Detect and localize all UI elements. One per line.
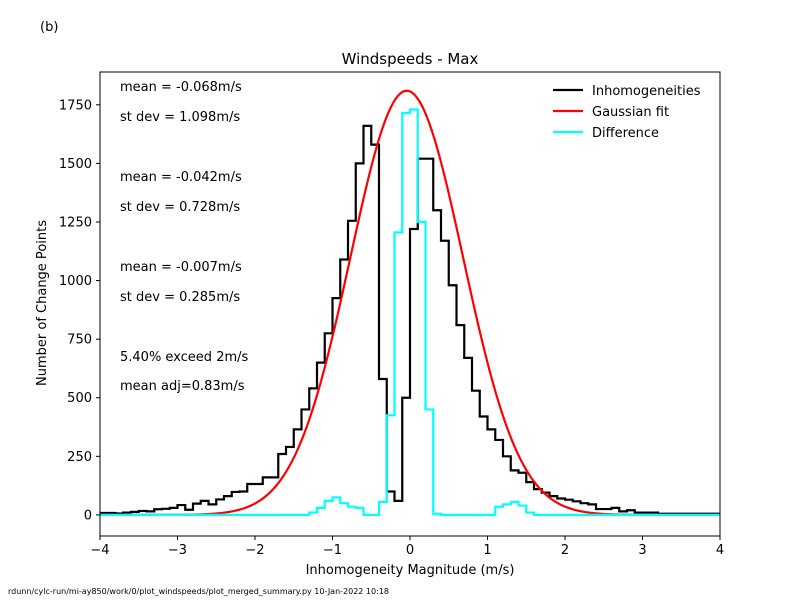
y-tick-label: 1000 bbox=[59, 274, 92, 289]
x-tick-label: 2 bbox=[561, 543, 569, 558]
chart-title: Windspeeds - Max bbox=[342, 50, 479, 68]
x-tick-label: −4 bbox=[90, 543, 109, 558]
y-tick-label: 500 bbox=[67, 391, 92, 406]
series-line-difference bbox=[100, 108, 720, 517]
y-tick-label: 1500 bbox=[59, 157, 92, 172]
x-tick-label: 3 bbox=[638, 543, 646, 558]
y-tick-label: 250 bbox=[67, 450, 92, 465]
y-axis-label: Number of Change Points bbox=[35, 220, 50, 386]
stats-annotation: st dev = 0.285m/s bbox=[120, 290, 240, 305]
plot-area: −4 −3 −2 −1 0 1 2 3 4 0 250 500 750 1000 1250 1500 1750 bbox=[59, 71, 724, 558]
x-tick-label: −3 bbox=[168, 543, 187, 558]
legend-label: Inhomogeneities bbox=[592, 84, 701, 99]
y-tick-label: 1750 bbox=[59, 98, 92, 113]
stats-annotations: mean = -0.068m/s st dev = 1.098m/s mean = … bbox=[120, 80, 249, 394]
stats-annotation: st dev = 1.098m/s bbox=[120, 110, 240, 125]
x-axis-label: Inhomogeneity Magnitude (m/s) bbox=[306, 563, 515, 578]
x-tick-label: 1 bbox=[483, 543, 491, 558]
legend-label: Difference bbox=[592, 126, 659, 141]
stats-annotation: mean adj=0.83m/s bbox=[120, 379, 245, 394]
x-tick-label: −1 bbox=[323, 543, 342, 558]
series-line-inhomogeneities bbox=[100, 124, 720, 515]
x-tick-label: 4 bbox=[716, 543, 724, 558]
stats-annotation: mean = -0.007m/s bbox=[120, 260, 242, 275]
series-group bbox=[100, 89, 720, 517]
x-tick-label: −2 bbox=[245, 543, 264, 558]
legend-label: Gaussian fit bbox=[592, 105, 669, 120]
footer-text: rdunn/cylc-run/mi-ay850/work/0/plot_wind… bbox=[8, 587, 389, 596]
x-tick-label: 0 bbox=[406, 543, 414, 558]
y-tick-label: 1250 bbox=[59, 215, 92, 230]
legend: Inhomogeneities Gaussian fit Difference bbox=[553, 84, 701, 141]
stats-annotation: 5.40% exceed 2m/s bbox=[120, 350, 249, 365]
stats-annotation: mean = -0.042m/s bbox=[120, 170, 242, 185]
y-tick-label: 0 bbox=[84, 508, 92, 523]
panel-label: (b) bbox=[40, 20, 58, 35]
stats-annotation: mean = -0.068m/s bbox=[120, 80, 242, 95]
stats-annotation: st dev = 0.728m/s bbox=[120, 200, 240, 215]
y-tick-label: 750 bbox=[67, 333, 92, 348]
